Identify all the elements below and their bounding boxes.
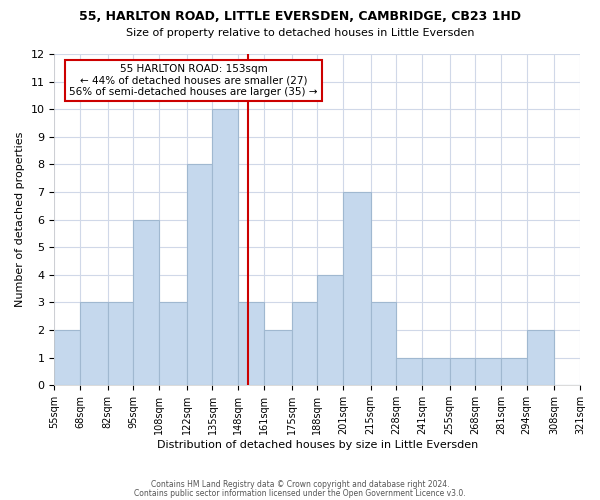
Bar (187, 164, 212, 385)
Text: Size of property relative to detached houses in Little Eversden: Size of property relative to detached ho… (126, 28, 474, 38)
Bar (238, 302, 264, 385)
Bar (292, 302, 317, 385)
Bar (317, 275, 343, 385)
Bar (55, 330, 80, 385)
X-axis label: Distribution of detached houses by size in Little Eversden: Distribution of detached houses by size … (157, 440, 478, 450)
Bar (108, 302, 133, 385)
Bar (396, 358, 422, 385)
Bar (343, 192, 371, 385)
Bar (264, 330, 292, 385)
Bar (371, 302, 396, 385)
Bar (133, 220, 159, 385)
Text: 55 HARLTON ROAD: 153sqm
← 44% of detached houses are smaller (27)
56% of semi-de: 55 HARLTON ROAD: 153sqm ← 44% of detache… (70, 64, 318, 97)
Bar (80, 302, 108, 385)
Bar (449, 358, 475, 385)
Text: Contains HM Land Registry data © Crown copyright and database right 2024.: Contains HM Land Registry data © Crown c… (151, 480, 449, 489)
Text: Contains public sector information licensed under the Open Government Licence v3: Contains public sector information licen… (134, 488, 466, 498)
Bar (475, 358, 501, 385)
Bar (501, 358, 527, 385)
Bar (422, 358, 449, 385)
Bar (159, 302, 187, 385)
Bar (212, 109, 238, 385)
Y-axis label: Number of detached properties: Number of detached properties (15, 132, 25, 308)
Text: 55, HARLTON ROAD, LITTLE EVERSDEN, CAMBRIDGE, CB23 1HD: 55, HARLTON ROAD, LITTLE EVERSDEN, CAMBR… (79, 10, 521, 23)
Bar (527, 330, 554, 385)
